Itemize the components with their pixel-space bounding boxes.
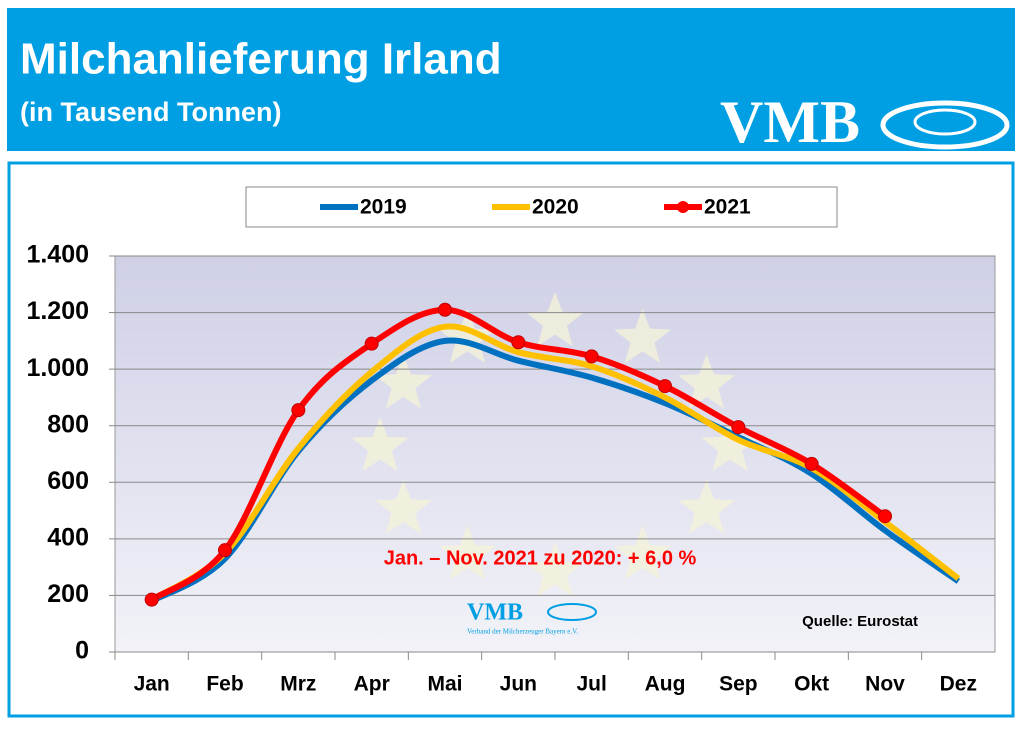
point xyxy=(364,336,379,351)
lines xyxy=(144,302,961,607)
y-tick-label: 400 xyxy=(47,523,89,551)
star xyxy=(678,354,736,409)
point xyxy=(438,302,452,317)
legend-marker xyxy=(677,201,689,213)
y-tick-label: 0 xyxy=(75,637,89,665)
x-tick-label: Sep xyxy=(719,673,758,696)
source: Quelle: Eurostat xyxy=(802,613,918,630)
x-tick-label: Mrz xyxy=(280,673,316,696)
x-tick-label: Nov xyxy=(865,673,905,696)
watermark-logo: VMB xyxy=(467,600,523,626)
chart-subtitle: (in Tausend Tonnen) xyxy=(20,97,281,127)
annotation: Jan. – Nov. 2021 zu 2020: + 6,0 % xyxy=(384,547,697,569)
point xyxy=(584,349,599,364)
y-tick-label: 1.400 xyxy=(26,241,89,269)
x-tick-label: Aug xyxy=(645,673,686,696)
watermark-swoosh xyxy=(547,603,597,621)
point xyxy=(218,543,232,558)
star xyxy=(526,292,584,347)
x-tick-label: Jul xyxy=(576,673,606,696)
x-tick-label: Apr xyxy=(354,673,390,696)
y-tick-label: 1.200 xyxy=(26,297,89,325)
star xyxy=(439,308,496,363)
x-tick-label: Feb xyxy=(206,673,243,696)
star xyxy=(614,308,671,363)
series-line xyxy=(149,306,887,603)
star xyxy=(526,542,584,597)
grid: 0 200 400 600 800 1.000 1.200 1.400 Jan Feb Mrz Apr… xyxy=(26,241,995,696)
point xyxy=(878,509,892,524)
logo-swoosh xyxy=(913,108,977,136)
star xyxy=(701,417,759,472)
watermark-text: Verband der Milcherzeuger Bayern e.V. xyxy=(467,628,578,636)
point xyxy=(144,592,159,607)
legend-label: 2020 xyxy=(532,196,579,219)
point xyxy=(731,420,746,435)
x-tick-label: Jun xyxy=(500,673,537,696)
point xyxy=(291,403,306,418)
y-tick-label: 1.000 xyxy=(26,354,89,382)
legend-entries: 2019 2020 2021 xyxy=(320,196,751,219)
x-tick-label: Okt xyxy=(794,673,829,696)
point xyxy=(658,379,672,394)
x-tick-label: Dez xyxy=(940,673,977,696)
star xyxy=(374,479,432,534)
y-tick-label: 800 xyxy=(47,410,89,438)
legend-label: 2021 xyxy=(704,196,751,219)
star xyxy=(678,479,736,534)
y-tick-label: 600 xyxy=(47,467,89,495)
star xyxy=(439,525,496,580)
header-band xyxy=(7,8,1015,151)
star xyxy=(351,417,409,472)
x-tick-label: Mai xyxy=(427,673,462,696)
logo: VMB xyxy=(720,89,860,155)
point xyxy=(804,456,819,471)
stars xyxy=(351,292,759,597)
star xyxy=(614,525,671,580)
y-tick-label: 200 xyxy=(47,580,89,608)
chart-title: Milchanlieferung Irland xyxy=(20,35,502,84)
point xyxy=(511,335,526,350)
legend-label: 2019 xyxy=(360,196,407,219)
logo-swoosh xyxy=(880,100,1010,150)
series-line xyxy=(150,323,961,603)
x-tick-label: Jan xyxy=(134,673,170,696)
star xyxy=(374,354,432,409)
